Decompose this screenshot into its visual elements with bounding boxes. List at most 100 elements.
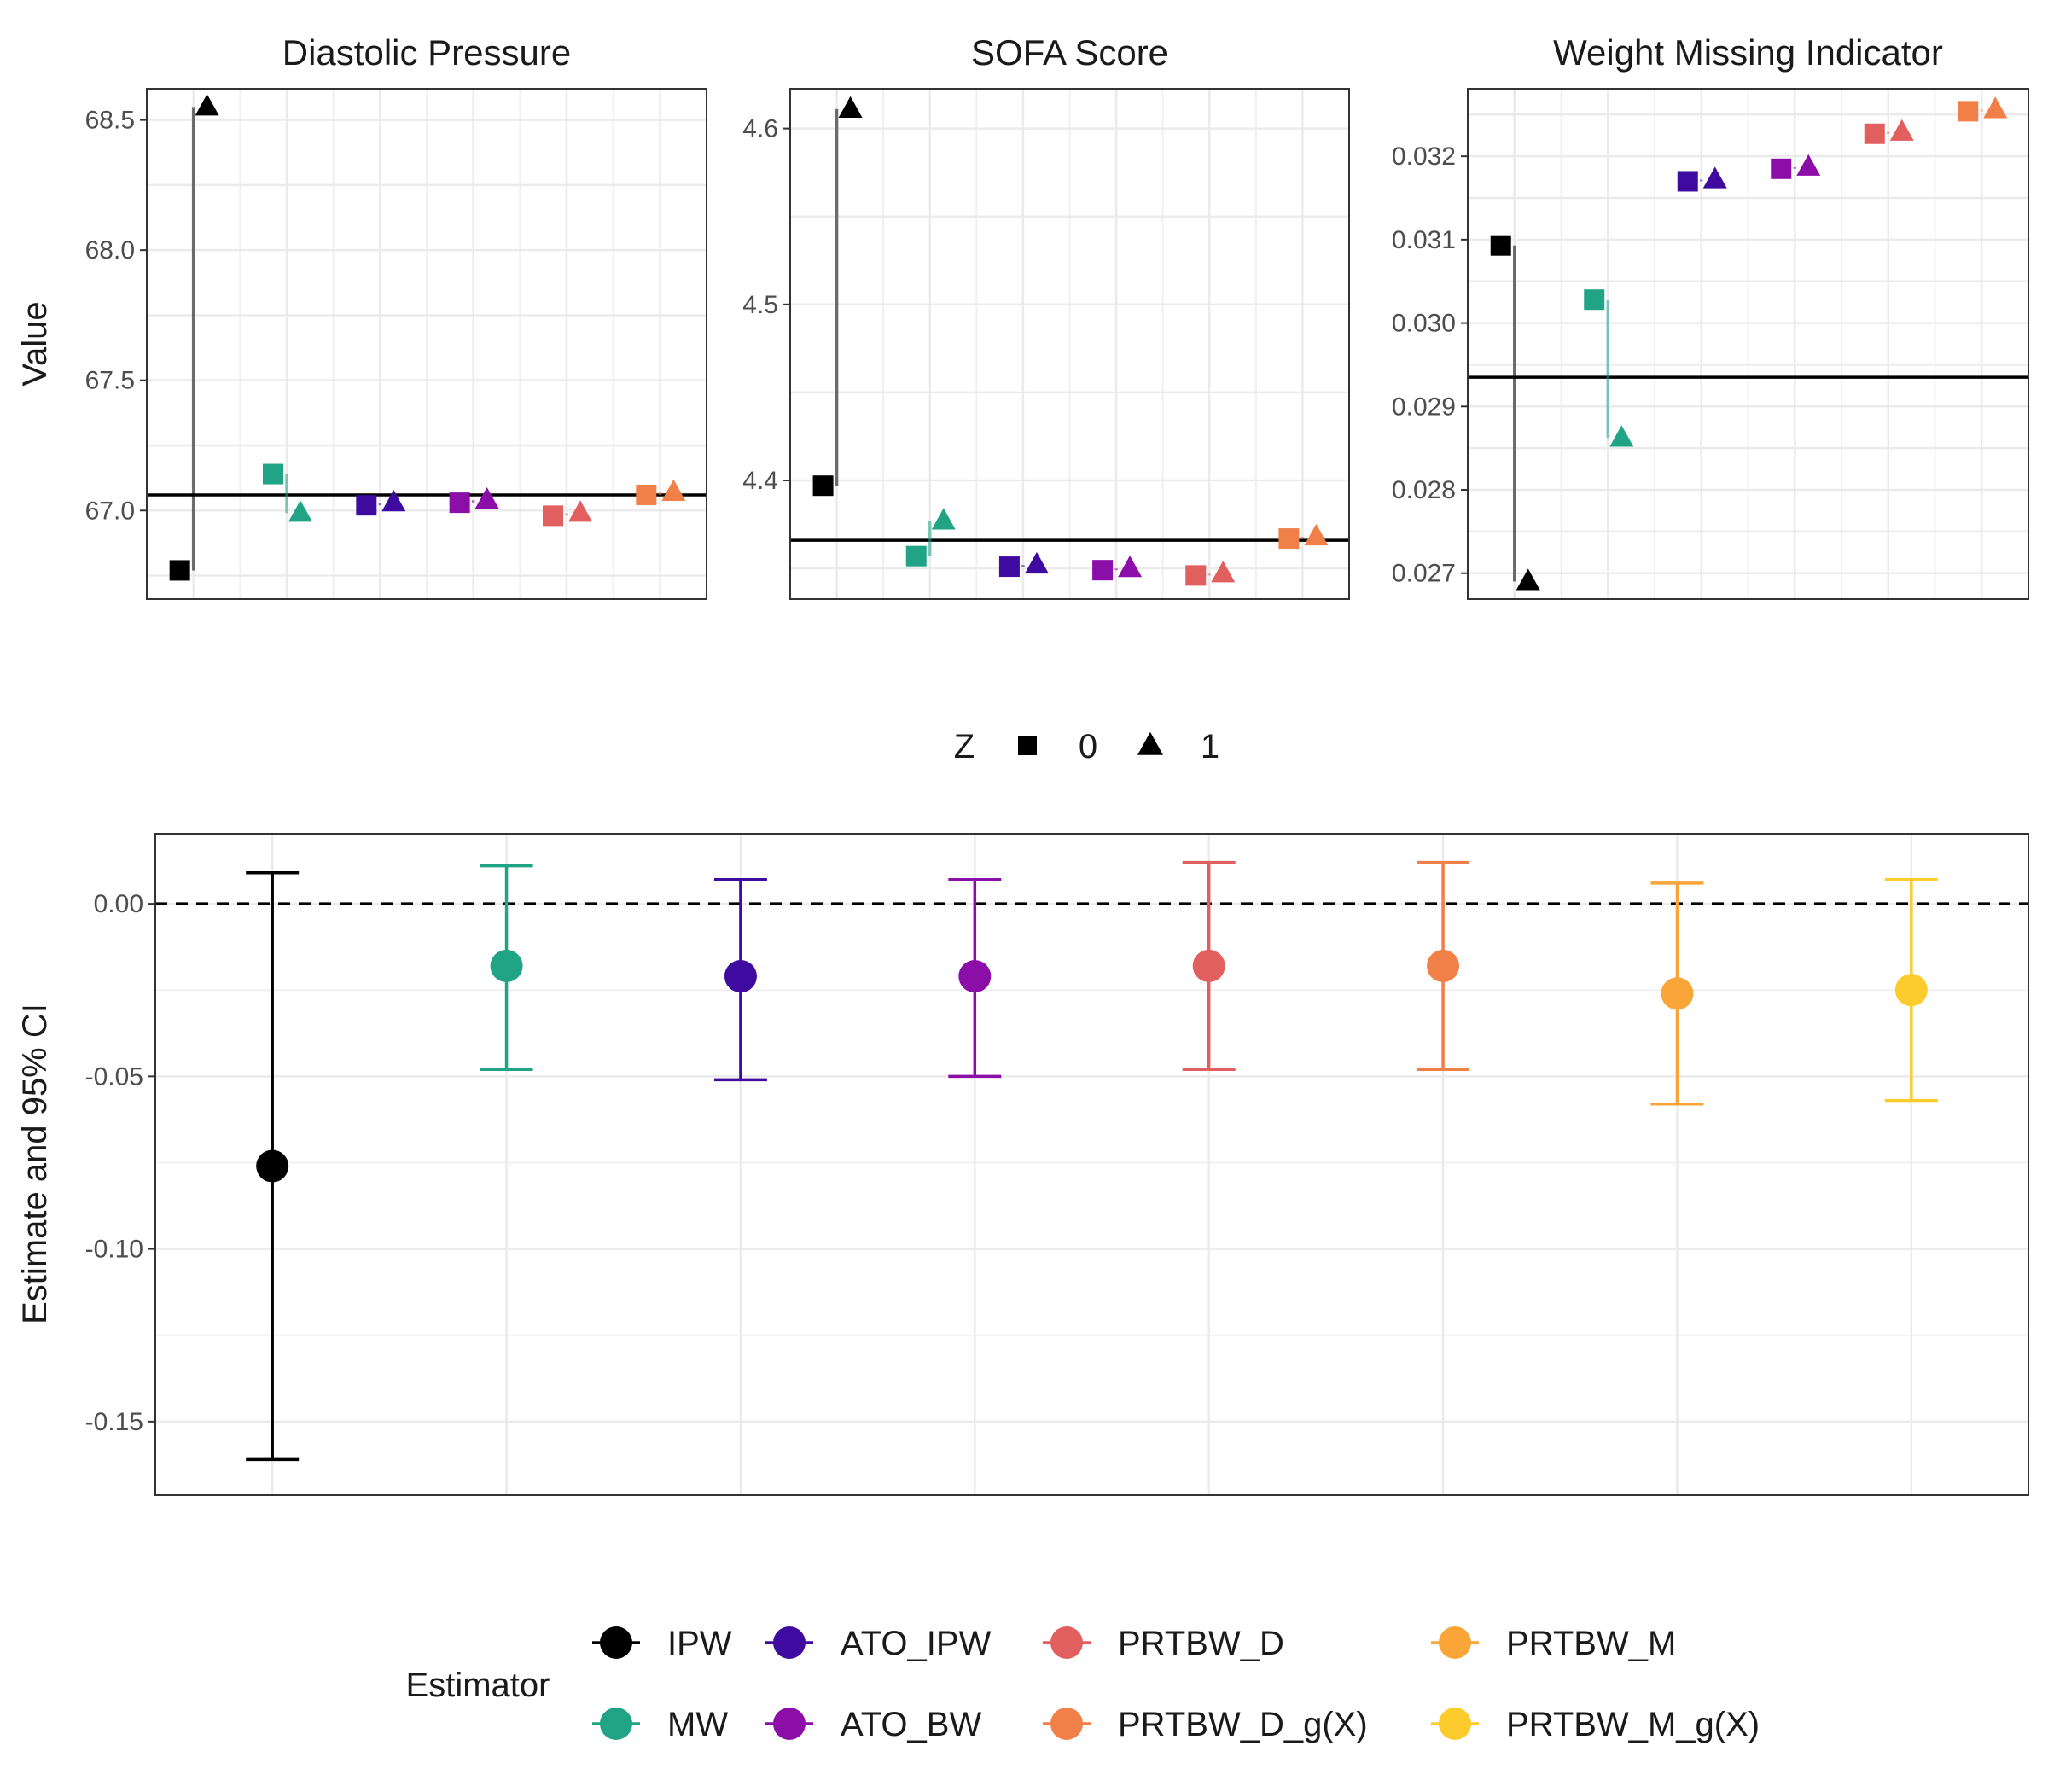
marker-z1-MW — [931, 508, 956, 530]
y-tick-label: 4.4 — [742, 467, 778, 495]
legend-item-label: ATO_BW — [841, 1706, 981, 1743]
panel-1: 67.0 67.5 68.0 68.5 Diastolic Pressure — [85, 32, 707, 600]
y-tick-label: -0.15 — [85, 1408, 143, 1436]
legend-z-triangle — [1137, 731, 1163, 755]
marker-z0-MW — [263, 463, 283, 485]
estimate-point-PRTBW_D_g(X) — [1427, 949, 1460, 982]
marker-z1-MW — [1609, 425, 1634, 447]
marker-z0-PRTBW_D — [543, 505, 563, 527]
legend-item-label: IPW — [667, 1625, 732, 1662]
y-axis-title-top: Value — [16, 301, 54, 386]
marker-z1-MW — [288, 500, 312, 522]
estimate-point-PRTBW_M — [1661, 977, 1694, 1010]
y-tick-label: 0.00 — [94, 890, 143, 918]
marker-z0-PRTBW_D_g(X) — [636, 484, 657, 505]
panel-border — [789, 88, 1350, 600]
marker-z1-IPW — [195, 94, 219, 116]
y-tick-label: 0.031 — [1392, 226, 1456, 254]
y-tick-label: 0.030 — [1392, 310, 1456, 338]
marker-z1-ATO_BW — [474, 486, 499, 509]
marker-z0-PRTBW_D — [1864, 123, 1885, 144]
legend-z: Z 0 1 — [954, 728, 1219, 765]
marker-z0-IPW — [812, 475, 834, 497]
panel-2: 4.4 4.5 4.6 SOFA Score — [742, 32, 1350, 600]
y-tick-label: -0.05 — [85, 1062, 143, 1091]
legend-z-title: Z — [954, 728, 975, 765]
marker-z0-ATO_IPW — [998, 556, 1020, 578]
estimate-point-PRTBW_M_g(X) — [1894, 974, 1928, 1007]
marker-z1-PRTBW_D — [568, 500, 592, 522]
y-tick-label: 68.5 — [85, 107, 135, 135]
legend-item-label: ATO_IPW — [841, 1625, 992, 1662]
legend-z-square — [1018, 736, 1037, 755]
panel-border — [154, 833, 2029, 1496]
marker-z0-ATO_BW — [1771, 158, 1792, 179]
marker-z1-ATO_IPW — [1024, 551, 1049, 574]
legend-estimator: Estimator IPW MW ATO_IPW ATO_BW PRTBW_D PRTBW_… — [406, 1625, 1760, 1743]
marker-z1-PRTBW_D — [1211, 561, 1236, 583]
y-tick-label: 4.6 — [742, 115, 778, 143]
marker-z0-ATO_IPW — [356, 495, 377, 516]
marker-z0-MW — [1584, 289, 1605, 311]
marker-z0-ATO_IPW — [1677, 171, 1698, 192]
marker-z0-PRTBW_D_g(X) — [1278, 528, 1300, 550]
marker-z0-IPW — [1490, 235, 1511, 256]
marker-z0-ATO_BW — [449, 492, 470, 514]
y-tick-label: 0.027 — [1392, 560, 1456, 588]
marker-z0-MW — [905, 545, 927, 567]
panel-3: 0.027 0.028 0.029 0.030 0.031 0.032 Weight Mis… — [1392, 32, 2029, 600]
legend-estimator-title: Estimator — [406, 1667, 550, 1704]
panel-border — [146, 88, 707, 600]
marker-z1-PRTBW_D_g(X) — [661, 479, 686, 501]
legend-key-point — [773, 1708, 806, 1740]
marker-z1-IPW — [838, 96, 863, 118]
marker-z0-IPW — [169, 560, 190, 581]
legend-item-label: PRTBW_M — [1506, 1625, 1676, 1662]
estimate-point-ATO_BW — [958, 960, 992, 993]
legend-item-label: PRTBW_D_g(X) — [1118, 1706, 1368, 1743]
legend-z-label-0: 0 — [1079, 728, 1097, 765]
panel-title: SOFA Score — [971, 32, 1168, 73]
y-tick-label: 4.5 — [742, 291, 778, 319]
panel-border — [1467, 88, 2029, 600]
y-tick-label: -0.10 — [85, 1236, 143, 1264]
legend-key-point — [1050, 1626, 1083, 1659]
y-tick-label: 67.0 — [85, 497, 135, 525]
y-tick-label: 0.032 — [1392, 143, 1456, 171]
y-tick-label: 68.0 — [85, 236, 135, 265]
estimate-point-IPW — [256, 1149, 289, 1183]
legend-key-point — [600, 1708, 632, 1740]
marker-z0-PRTBW_D_g(X) — [1958, 101, 1979, 122]
panel-background — [155, 834, 2028, 1495]
estimate-point-MW — [490, 949, 523, 982]
y-tick-label: 67.5 — [85, 367, 135, 395]
y-tick-label: 0.028 — [1392, 476, 1456, 504]
legend-key-point — [600, 1626, 632, 1659]
y-tick-label: 0.029 — [1392, 393, 1456, 421]
legend-item-label: MW — [667, 1706, 728, 1743]
marker-z1-ATO_IPW — [381, 489, 406, 512]
marker-z1-ATO_BW — [1796, 154, 1821, 176]
marker-z1-PRTBW_D — [1889, 119, 1914, 141]
estimate-point-PRTBW_D — [1192, 949, 1225, 982]
marker-z0-ATO_BW — [1092, 560, 1114, 581]
marker-z1-PRTBW_D_g(X) — [1983, 96, 2008, 119]
marker-z1-ATO_IPW — [1702, 166, 1727, 189]
y-axis-title-bottom: Estimate and 95% CI — [16, 1004, 54, 1324]
marker-z0-PRTBW_D — [1185, 565, 1207, 586]
legend-key-point — [1050, 1708, 1083, 1740]
legend-item-label: PRTBW_M_g(X) — [1506, 1706, 1760, 1743]
panel-title: Weight Missing Indicator — [1553, 32, 1943, 73]
legend-key-point — [1439, 1708, 1471, 1740]
panel-title: Diastolic Pressure — [282, 32, 571, 73]
legend-key-point — [1439, 1626, 1471, 1659]
marker-z1-IPW — [1516, 568, 1540, 591]
legend-key-point — [773, 1626, 806, 1659]
estimate-point-ATO_IPW — [724, 960, 757, 993]
panel-estimates: -0.15 -0.10 -0.05 0.00 — [85, 833, 2029, 1496]
legend-item-label: PRTBW_D — [1118, 1625, 1284, 1662]
marker-z1-PRTBW_D_g(X) — [1304, 523, 1329, 546]
legend-z-label-1: 1 — [1201, 728, 1219, 765]
marker-z1-ATO_BW — [1118, 556, 1143, 578]
